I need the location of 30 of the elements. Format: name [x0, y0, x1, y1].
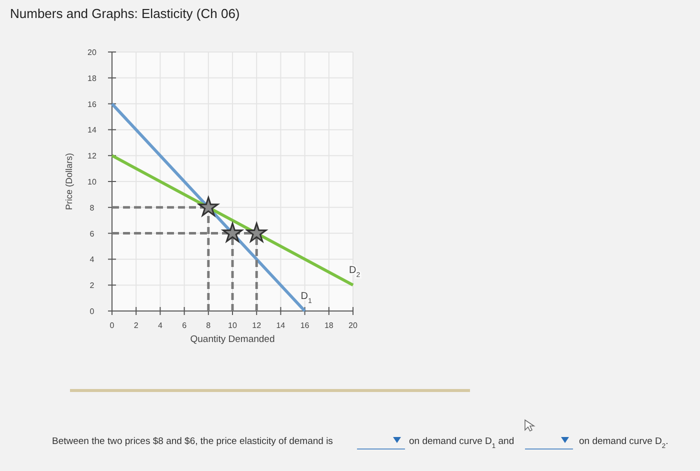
series-label: D$_{1}$ — [300, 291, 312, 304]
x-tick-label: 16 — [300, 321, 310, 330]
y-tick-label: 18 — [88, 74, 97, 83]
x-tick-label: 12 — [252, 321, 262, 330]
x-tick-label: 20 — [348, 321, 358, 330]
y-tick-label: 4 — [90, 255, 95, 264]
x-tick-label: 4 — [158, 321, 163, 330]
y-tick-label: 6 — [90, 229, 95, 238]
x-tick-label: 0 — [110, 321, 115, 330]
y-tick-label: 14 — [88, 126, 97, 135]
x-tick-label: 6 — [182, 321, 188, 330]
text: on demand curve D$_{1}$ and — [409, 436, 514, 450]
y-tick-label: 2 — [90, 281, 95, 290]
x-axis-title: Quantity Demanded — [190, 334, 275, 345]
y-tick-label: 0 — [90, 307, 95, 316]
y-tick-label: 10 — [88, 178, 97, 186]
text: Between the two prices $8 and $6, the price elasticity of demand is — [52, 436, 334, 447]
x-tick-label: 14 — [276, 321, 286, 330]
text: on demand curve D$_{2}$. — [579, 436, 668, 450]
y-tick-label: 16 — [88, 100, 97, 109]
y-tick-label: 8 — [90, 203, 95, 212]
series-label: D$_{2}$ — [349, 265, 360, 279]
x-tick-label: 8 — [206, 321, 212, 330]
y-tick-label: 12 — [88, 152, 97, 161]
y-axis-title: Price (Dollars) — [64, 152, 74, 210]
y-tick-label: 20 — [88, 48, 97, 57]
x-tick-label: 18 — [324, 321, 334, 330]
x-tick-label: 2 — [134, 321, 139, 330]
chart-title: Numbers and Graphs: Elasticity (Ch 06) — [10, 6, 240, 21]
x-tick-label: 10 — [228, 321, 238, 330]
